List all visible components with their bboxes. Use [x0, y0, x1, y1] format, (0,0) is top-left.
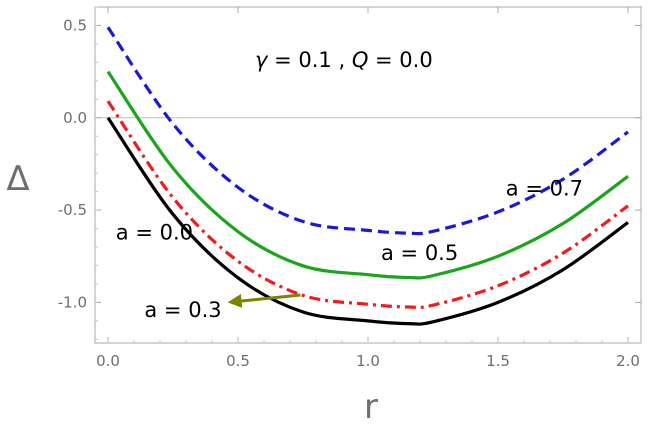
- y-tick-label: 0.5: [63, 16, 87, 34]
- parameters-label: γ = 0.1 , Q = 0.0: [255, 48, 433, 72]
- curve-annotation: a = 0.3: [144, 298, 221, 322]
- y-tick-label: -0.5: [58, 201, 87, 219]
- curve-annotation: a = 0.0: [116, 221, 193, 245]
- curve-annotation: a = 0.7: [506, 176, 583, 200]
- x-tick-label: 0.0: [96, 352, 120, 370]
- curve-annotation: a = 0.5: [381, 241, 458, 265]
- Q-value: = 0.0: [368, 48, 432, 72]
- y-tick-label: -1.0: [58, 293, 87, 311]
- series-line-a-0-7: [106, 26, 629, 236]
- x-tick-label: 1.5: [486, 352, 510, 370]
- series-group: [106, 26, 629, 326]
- y-tick-label: 0.0: [63, 109, 87, 127]
- x-tick-label: 2.0: [616, 352, 640, 370]
- series-line-a-0: [106, 116, 629, 326]
- gamma-symbol: γ: [255, 48, 269, 72]
- series-line-a-0-5: [106, 70, 629, 280]
- annotation-group: a = 0.7 a = 0.5 a = 0.0 a = 0.3: [116, 176, 583, 322]
- annotation-arrow-shaft: [241, 293, 301, 303]
- gamma-value: = 0.1: [267, 48, 331, 72]
- x-tick-label: 1.0: [356, 352, 380, 370]
- annotation-arrow-head: [227, 294, 243, 308]
- y-axis-title: Δ: [6, 159, 29, 199]
- series-line-a-0-3: [106, 100, 629, 310]
- x-tick-label: 0.5: [226, 352, 250, 370]
- parameter-separator: ,: [332, 48, 352, 72]
- Q-symbol: Q: [352, 48, 369, 72]
- plot-frame: 0.0 0.5 1.0 1.5 2.0 0.5 0.0 -0.5 -1.0: [58, 6, 642, 370]
- x-axis-title: r: [364, 387, 378, 425]
